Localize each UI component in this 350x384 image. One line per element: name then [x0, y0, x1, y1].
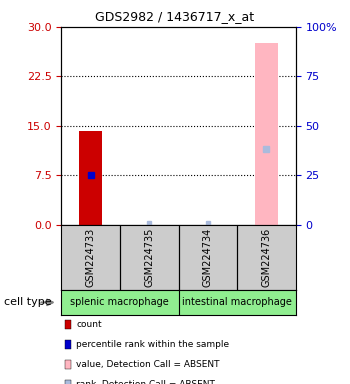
- Text: intestinal macrophage: intestinal macrophage: [182, 297, 292, 308]
- Text: splenic macrophage: splenic macrophage: [70, 297, 169, 308]
- Text: rank, Detection Call = ABSENT: rank, Detection Call = ABSENT: [76, 380, 215, 384]
- Text: GSM224734: GSM224734: [203, 228, 213, 287]
- Bar: [65, 380, 71, 384]
- Bar: [255, 43, 278, 225]
- Bar: [65, 360, 71, 369]
- Text: cell type: cell type: [4, 297, 51, 308]
- Bar: [79, 131, 102, 225]
- Bar: [65, 340, 71, 349]
- Bar: [65, 320, 71, 329]
- Text: percentile rank within the sample: percentile rank within the sample: [76, 340, 229, 349]
- Text: GSM224736: GSM224736: [261, 228, 272, 287]
- Text: value, Detection Call = ABSENT: value, Detection Call = ABSENT: [76, 360, 220, 369]
- Text: count: count: [76, 320, 102, 329]
- Text: GSM224735: GSM224735: [144, 228, 154, 287]
- Text: GSM224733: GSM224733: [85, 228, 96, 287]
- Text: GDS2982 / 1436717_x_at: GDS2982 / 1436717_x_at: [96, 10, 254, 23]
